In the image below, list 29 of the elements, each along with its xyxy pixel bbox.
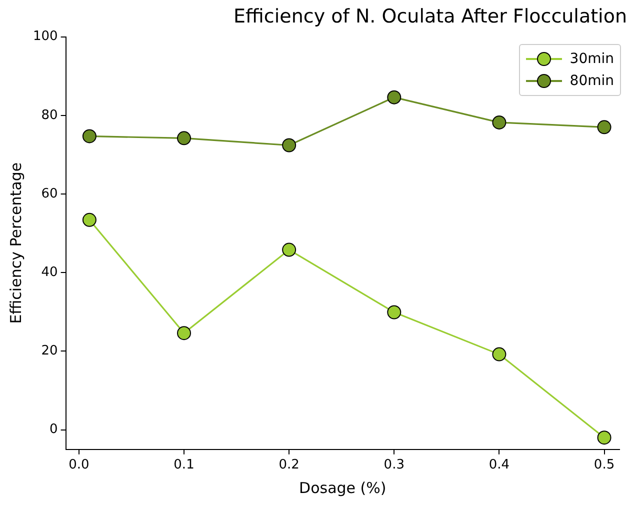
point	[387, 305, 402, 320]
y-tick-label: 40	[41, 264, 58, 280]
x-axis-title: Dosage (%)	[299, 478, 386, 497]
y-tick-label: 60	[41, 186, 58, 202]
y-axis-title: Efficiency Percentage	[6, 162, 25, 324]
point	[82, 129, 96, 144]
point	[597, 120, 612, 134]
x-tick-label: 0.2	[278, 458, 300, 473]
x-tick-label: 0.3	[384, 458, 404, 473]
chart-title: Efficiency of N. Oculata After Flocculation	[234, 5, 627, 28]
y-tick-label: 100	[32, 29, 58, 44]
x-tick-label: 0.4	[488, 458, 510, 473]
y-tick-label: 20	[41, 344, 58, 359]
y-tick-label: 0	[50, 422, 58, 438]
point	[282, 242, 296, 257]
point	[387, 90, 402, 104]
y-tick-label: 80	[41, 108, 58, 123]
point	[492, 115, 506, 130]
point	[492, 347, 506, 362]
point	[82, 212, 96, 227]
x-tick-label: 0.0	[68, 458, 90, 473]
x-tick-label: 0.5	[594, 458, 615, 473]
legend-label: 80min	[570, 73, 614, 89]
x-tick-label: 0.1	[174, 458, 194, 473]
legend-label: 30min	[570, 51, 614, 67]
point	[597, 430, 612, 445]
point	[177, 326, 192, 340]
point	[177, 131, 192, 146]
point	[282, 138, 296, 152]
